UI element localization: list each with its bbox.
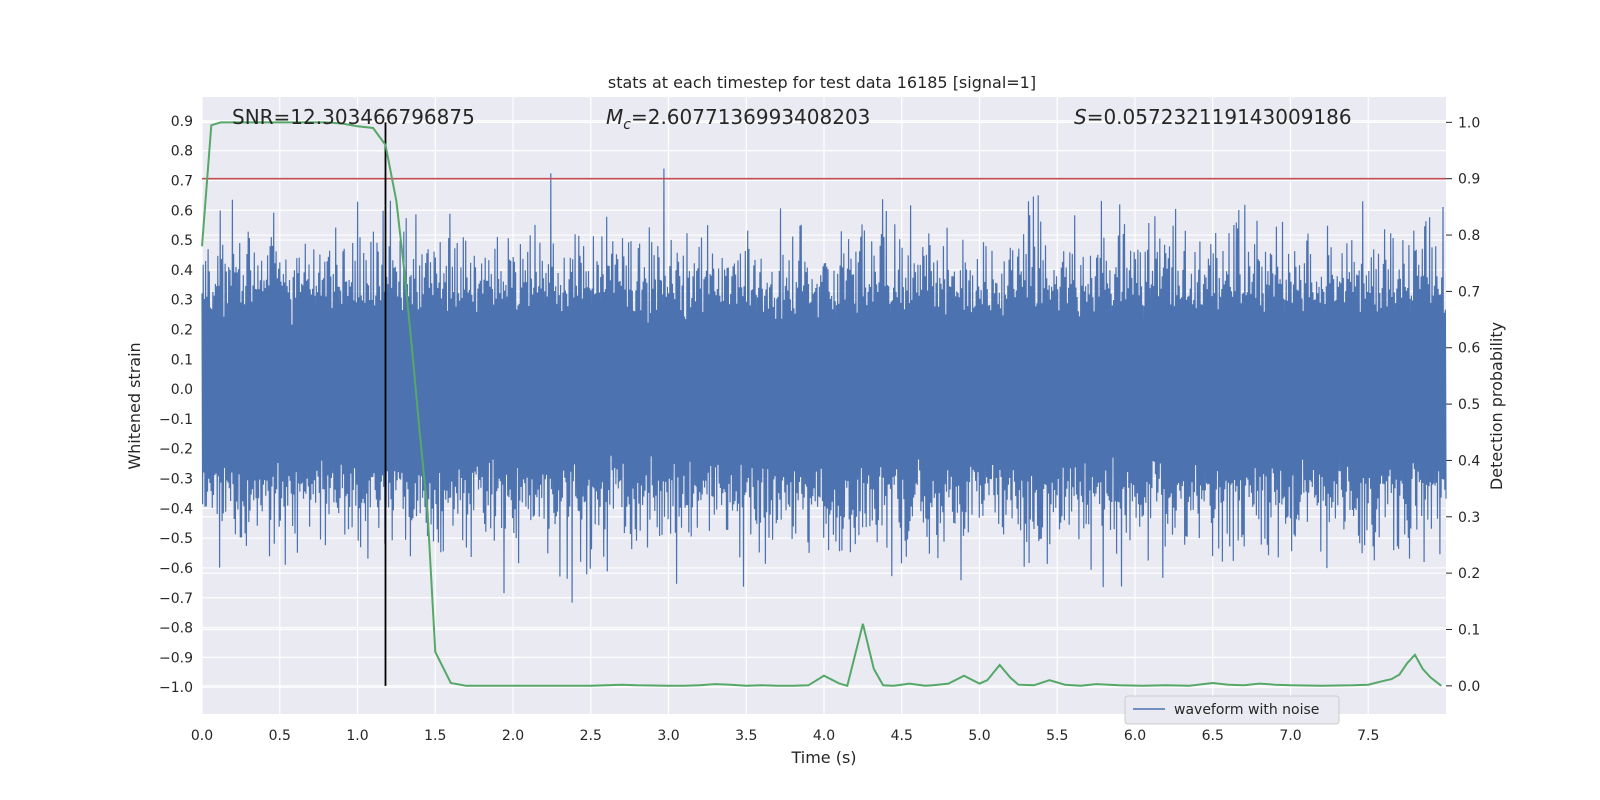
x-tick-label: 1.0 [346, 728, 368, 744]
waveform-line [201, 168, 1447, 603]
chart-title: stats at each timestep for test data 161… [608, 73, 1036, 92]
mc-subscript: c [623, 117, 631, 133]
y-tick-label: −0.4 [159, 501, 193, 517]
y2-tick-label: 0.2 [1458, 566, 1480, 582]
y-tick-label: 0.9 [171, 114, 193, 130]
y-tick-label: 0.5 [171, 233, 193, 249]
legend: waveform with noise [1124, 695, 1340, 725]
y2-tick-label: 0.7 [1458, 284, 1480, 300]
x-tick-label: 2.5 [580, 728, 602, 744]
y-tick-label: 0.6 [171, 203, 193, 219]
x-tick-label: 2.0 [502, 728, 524, 744]
chirp-mass-annotation: Mc=2.6077136993408203 [606, 105, 870, 133]
x-tick-label: 6.5 [1202, 728, 1224, 744]
y2-tick-label: 0.6 [1458, 341, 1480, 357]
legend-label: waveform with noise [1174, 702, 1319, 718]
x-tick-label: 3.0 [657, 728, 679, 744]
y-tick-label: 0.0 [171, 382, 193, 398]
y2-axis-ticks: 1.0 0.9 0.8 0.7 0.6 0.5 0.4 0.3 0.2 0.1 0.0 [1446, 115, 1480, 695]
y2-tick-label: 0.4 [1458, 453, 1480, 469]
y-tick-label: −0.3 [159, 472, 193, 488]
s-symbol: S [1074, 105, 1087, 129]
x-tick-label: 4.5 [891, 728, 913, 744]
x-tick-label: 7.0 [1279, 728, 1301, 744]
y-tick-label: 0.2 [171, 322, 193, 338]
y-tick-label: −0.8 [159, 621, 193, 637]
y-tick-label: −0.6 [159, 561, 193, 577]
x-tick-label: 1.5 [424, 728, 446, 744]
y2-axis-label: Detection probability [1487, 322, 1506, 490]
x-tick-label: 5.0 [968, 728, 990, 744]
y-axis-ticks: 0.9 0.8 0.7 0.6 0.5 0.4 0.3 0.2 0.1 0.0 −0.1 −0.2 −0… [159, 114, 193, 696]
y2-tick-label: 0.0 [1458, 679, 1480, 695]
y-tick-label: −0.7 [159, 591, 193, 607]
y-tick-label: 0.8 [171, 144, 193, 160]
mc-symbol: M [606, 105, 623, 129]
x-tick-label: 4.0 [813, 728, 835, 744]
snr-annotation: SNR=12.303466796875 [232, 105, 475, 129]
legend-box [1124, 695, 1340, 725]
y2-tick-label: 0.8 [1458, 228, 1480, 244]
x-tick-label: 6.0 [1124, 728, 1146, 744]
y-axis-label: Whitened strain [125, 342, 144, 469]
s-annotation: S=0.057232119143009186 [1074, 105, 1352, 129]
y-tick-label: −0.1 [159, 412, 193, 428]
y-tick-label: −0.9 [159, 650, 193, 666]
x-tick-label: 7.5 [1357, 728, 1379, 744]
y2-tick-label: 0.1 [1458, 622, 1480, 638]
series-waveform-with-noise [201, 168, 1447, 603]
y-tick-label: 0.4 [171, 263, 193, 279]
y2-tick-label: 0.3 [1458, 510, 1480, 526]
y2-tick-label: 1.0 [1458, 115, 1480, 131]
x-tick-label: 3.5 [735, 728, 757, 744]
x-tick-label: 5.5 [1046, 728, 1068, 744]
y-tick-label: 0.1 [171, 352, 193, 368]
x-axis-label: Time (s) [790, 748, 856, 767]
y-tick-label: −0.5 [159, 531, 193, 547]
y-tick-label: −1.0 [159, 680, 193, 696]
detection-probability-line [201, 121, 1442, 688]
x-axis-ticks: 0.0 0.5 1.0 1.5 2.0 2.5 3.0 3.5 4.0 4.5 5.0 5.5 6.0 6… [191, 728, 1380, 744]
y-tick-label: 0.7 [171, 173, 193, 189]
x-tick-label: 0.5 [269, 728, 291, 744]
x-tick-label: 0.0 [191, 728, 213, 744]
y2-tick-label: 0.9 [1458, 172, 1480, 188]
mc-value: =2.6077136993408203 [631, 105, 870, 129]
y2-tick-label: 0.5 [1458, 397, 1480, 413]
y-tick-label: −0.2 [159, 442, 193, 458]
y-tick-label: 0.3 [171, 293, 193, 309]
s-value: =0.057232119143009186 [1087, 105, 1352, 129]
